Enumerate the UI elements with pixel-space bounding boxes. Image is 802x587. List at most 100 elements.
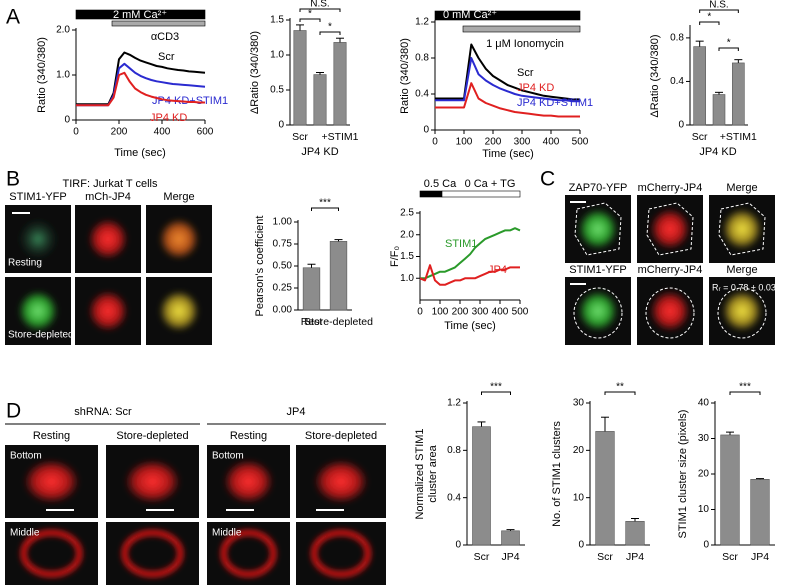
bar <box>720 434 740 546</box>
y-axis-label: F/F₀ <box>389 246 401 267</box>
cell <box>18 218 58 260</box>
y-tick-label: 0.4 <box>447 492 461 503</box>
significance-bracket <box>699 9 739 13</box>
cell <box>650 208 690 250</box>
column-label: mCherry-JP4 <box>638 264 703 276</box>
y-tick-label: 0 <box>423 125 429 136</box>
y-tick-label: 2.0 <box>400 229 414 240</box>
stimulus-bar <box>75 9 206 20</box>
significance-label: * <box>727 38 731 49</box>
significance-bracket <box>729 391 761 395</box>
significance-label: * <box>328 22 332 33</box>
significance-bracket <box>699 21 720 25</box>
x-tick-label: +STIM1 <box>321 131 358 143</box>
cell-ring <box>20 529 83 578</box>
y-tick-label: 0 <box>578 540 584 551</box>
cell-ring <box>220 529 277 578</box>
y-tick-label: 20 <box>698 469 710 480</box>
x-tick-label: JP4 <box>626 551 644 563</box>
significance-label: *** <box>739 382 751 393</box>
bar <box>293 30 307 126</box>
cell <box>124 459 181 504</box>
legend-label: JP4 KD <box>150 112 187 124</box>
y-tick-label: 1.2 <box>447 398 461 409</box>
cell <box>88 290 128 332</box>
series-line <box>76 71 205 107</box>
significance-bracket <box>481 391 511 395</box>
y-axis-label: Pearson's coefficient <box>254 216 266 317</box>
column-label: STIM1-YFP <box>569 264 626 276</box>
annotation: αCD3 <box>151 31 179 43</box>
column-label: ZAP70-YFP <box>569 182 628 194</box>
stimulus-bar <box>111 20 206 27</box>
significance-label: * <box>707 12 711 23</box>
cell-outline <box>718 202 766 256</box>
tirf-title: TIRF: Jurkat T cells <box>63 178 158 190</box>
annotation: 1 μM Ionomycin <box>486 38 564 50</box>
y-axis-label: STIM1 cluster size (pixels) <box>677 410 689 539</box>
y-tick-label: 10 <box>573 492 585 503</box>
y-tick-label: 1.0 <box>56 70 70 81</box>
series-line <box>419 264 520 286</box>
panel-letter: D <box>6 400 21 423</box>
y-tick-label: 0 <box>278 120 284 131</box>
series-line <box>435 57 580 103</box>
coefficient: Rᵣ = 0.78 ± 0.03 <box>712 282 776 292</box>
group-label: JP4 <box>287 406 306 418</box>
stimulus-bar <box>462 25 581 33</box>
x-tick-label: 200 <box>111 127 128 138</box>
significance-bracket <box>299 18 321 22</box>
x-tick-label: Scr <box>692 131 708 143</box>
significance-bracket <box>604 391 636 395</box>
x-tick-label: +STIM1 <box>720 131 757 143</box>
cell <box>88 218 128 260</box>
significance-label: *** <box>490 382 502 393</box>
row-label: Middle <box>10 528 40 539</box>
x-tick-label: Scr <box>597 551 613 563</box>
y-tick-label: 20 <box>573 445 585 456</box>
y-axis-label: Ratio (340/380) <box>36 37 48 113</box>
cell <box>650 290 690 332</box>
panel-letter: A <box>6 6 20 29</box>
legend-label: STIM1 <box>445 238 477 250</box>
significance-bracket <box>299 8 341 12</box>
legend-label: JP4 <box>488 264 507 276</box>
bar <box>333 42 347 126</box>
column-label: mCherry-JP4 <box>638 182 703 194</box>
y-tick-label: 0.8 <box>670 33 684 44</box>
bar <box>693 46 706 126</box>
significance-label: * <box>308 9 312 20</box>
row-label: Store-depleted <box>8 330 74 341</box>
y-tick-label: 40 <box>698 398 710 409</box>
y-tick-label: 1.0 <box>270 50 284 61</box>
y-tick-label: 0.8 <box>447 445 461 456</box>
y-tick-label: 0 <box>678 120 684 131</box>
column-label: Resting <box>230 430 267 442</box>
x-tick-label: Scr <box>292 131 308 143</box>
y-tick-label: 0 <box>64 115 70 126</box>
legend-label: JP4 KD <box>517 82 554 94</box>
bar <box>313 74 327 126</box>
y-tick-label: 1.0 <box>400 273 414 284</box>
y-tick-label: 0.5 <box>270 85 284 96</box>
y-tick-label: 2.5 <box>400 208 414 219</box>
legend-label: Scr <box>517 67 534 79</box>
significance-bracket <box>718 47 739 51</box>
x-axis-label: Time (sec) <box>482 148 534 160</box>
cell-outline <box>646 202 694 256</box>
x-axis-label: JP4 KD <box>699 146 736 158</box>
x-tick-label: 600 <box>197 127 214 138</box>
x-tick-label: 0 <box>432 137 438 148</box>
panel-letter: C <box>540 168 555 191</box>
y-tick-label: 2.0 <box>56 25 70 36</box>
x-tick-label: 100 <box>432 307 449 318</box>
cell-ring <box>121 529 184 578</box>
y-tick-label: 1.2 <box>415 17 429 28</box>
y-axis-label: cluster area <box>427 444 439 502</box>
y-tick-label: 0.50 <box>273 261 293 272</box>
significance-label: N.S. <box>709 0 728 11</box>
cell <box>18 290 58 332</box>
cell-ring <box>311 529 371 578</box>
y-axis-label: No. of STIM1 clusters <box>551 421 563 527</box>
